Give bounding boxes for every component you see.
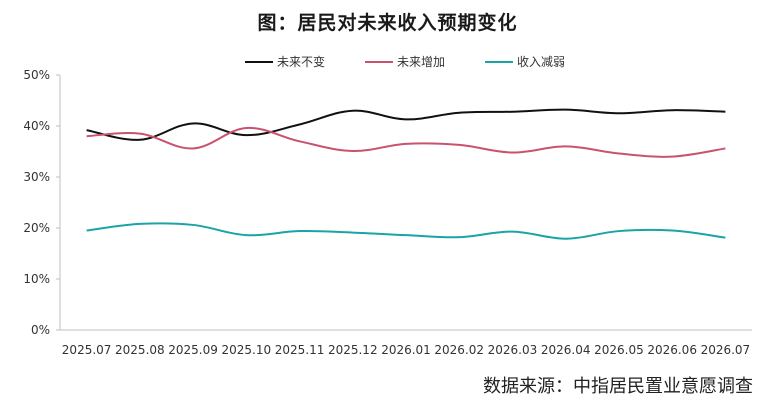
x-tick-label: 2025.09 bbox=[168, 343, 218, 357]
x-tick-label: 2026.06 bbox=[647, 343, 697, 357]
x-tick-label: 2025.12 bbox=[328, 343, 378, 357]
x-tick-label: 2026.05 bbox=[594, 343, 644, 357]
y-tick-label: 10% bbox=[23, 272, 50, 286]
legend-label: 收入减弱 bbox=[517, 55, 565, 69]
chart-legend: 未来不变 未来增加 收入减弱 bbox=[245, 54, 565, 69]
x-tick-label: 2026.04 bbox=[541, 343, 591, 357]
x-tick-label: 2026.02 bbox=[434, 343, 484, 357]
x-tick-label: 2026.07 bbox=[701, 343, 751, 357]
x-tick-label: 2025.11 bbox=[275, 343, 325, 357]
x-tick-label: 2025.07 bbox=[62, 343, 112, 357]
x-tick-label: 2025.10 bbox=[221, 343, 271, 357]
legend-label: 未来增加 bbox=[397, 55, 445, 69]
chart-title: 图：居民对未来收入预期变化 bbox=[257, 12, 518, 34]
source-note: 数据来源：中指居民置业意愿调查 bbox=[483, 376, 753, 397]
series-line-2 bbox=[86, 127, 726, 158]
y-tick-label: 30% bbox=[23, 170, 50, 184]
y-tick-label: 0% bbox=[31, 323, 50, 337]
y-tick-label: 20% bbox=[23, 221, 50, 235]
x-tick-label: 2026.01 bbox=[381, 343, 431, 357]
x-tick-label: 2026.03 bbox=[488, 343, 538, 357]
y-tick-label: 50% bbox=[23, 68, 50, 82]
series-line-1 bbox=[86, 108, 726, 141]
y-tick-label: 40% bbox=[23, 119, 50, 133]
x-tick-label: 2025.08 bbox=[115, 343, 165, 357]
legend-label: 未来不变 bbox=[277, 54, 325, 69]
chart-axes: 0%10%20%30%40%50%2025.07 2025.08 2025.09 20… bbox=[23, 68, 752, 357]
series-line-3 bbox=[86, 222, 726, 240]
chart-lines bbox=[86, 108, 726, 240]
